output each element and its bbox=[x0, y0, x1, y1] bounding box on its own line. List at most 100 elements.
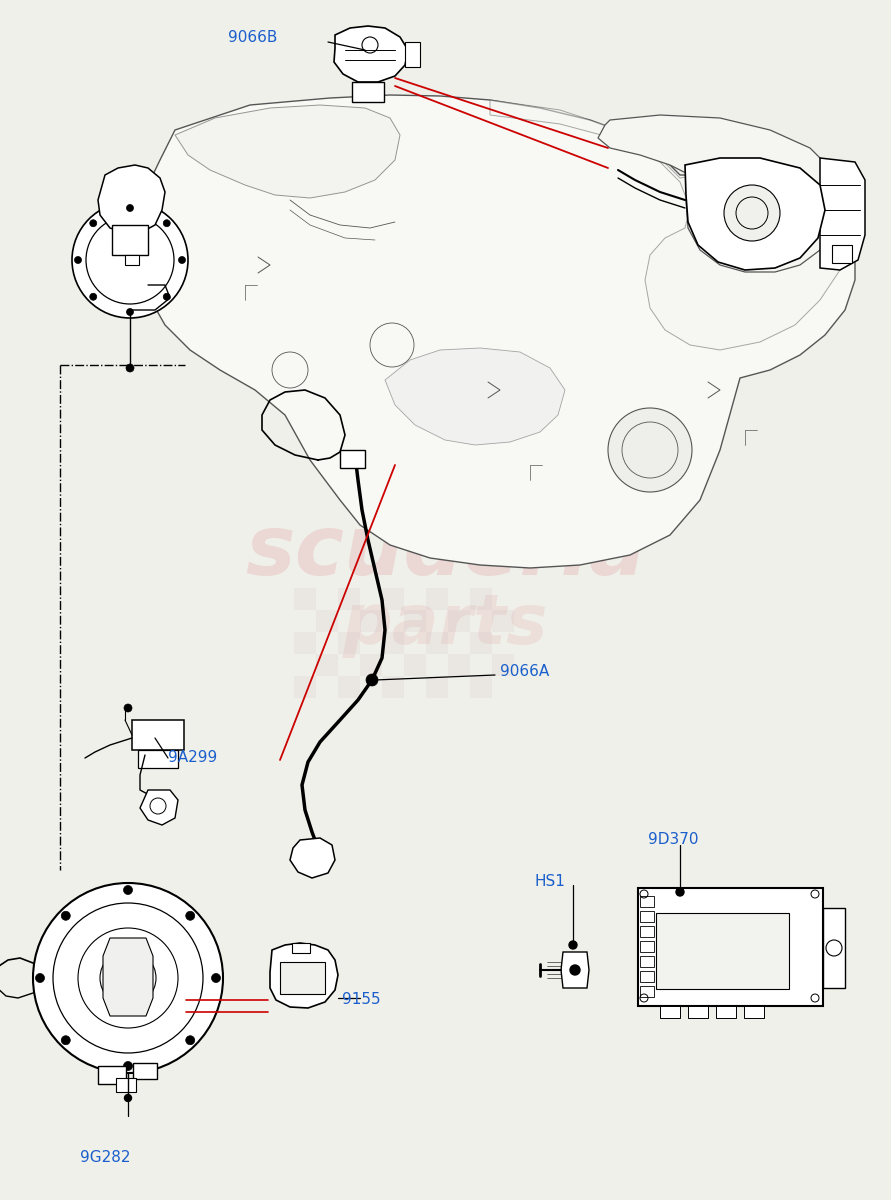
Bar bbox=[316, 654, 338, 676]
Bar bbox=[294, 588, 316, 610]
Polygon shape bbox=[140, 95, 855, 568]
Bar bbox=[426, 588, 448, 610]
Bar bbox=[338, 632, 360, 654]
Circle shape bbox=[211, 973, 220, 983]
Polygon shape bbox=[140, 790, 178, 826]
Circle shape bbox=[124, 704, 132, 712]
Bar bbox=[404, 610, 426, 632]
Bar bbox=[448, 654, 470, 676]
Polygon shape bbox=[334, 26, 408, 82]
Bar bbox=[492, 610, 514, 632]
Bar bbox=[125, 254, 139, 265]
Circle shape bbox=[124, 886, 133, 894]
Bar bbox=[640, 971, 654, 982]
Bar bbox=[640, 986, 654, 997]
Circle shape bbox=[61, 1036, 70, 1045]
Bar bbox=[404, 654, 426, 676]
Bar bbox=[470, 588, 492, 610]
Circle shape bbox=[724, 185, 780, 241]
Circle shape bbox=[570, 965, 580, 974]
Polygon shape bbox=[103, 938, 153, 1016]
Bar bbox=[138, 750, 178, 768]
Bar bbox=[640, 896, 654, 907]
Bar bbox=[640, 911, 654, 922]
Text: 9D370: 9D370 bbox=[648, 833, 699, 847]
Bar bbox=[338, 676, 360, 698]
Circle shape bbox=[127, 308, 134, 316]
Text: HS1: HS1 bbox=[535, 875, 566, 889]
Circle shape bbox=[72, 202, 188, 318]
Bar bbox=[492, 654, 514, 676]
Circle shape bbox=[178, 257, 185, 264]
Bar bbox=[116, 1078, 136, 1092]
Text: 9066B: 9066B bbox=[228, 30, 277, 46]
Circle shape bbox=[185, 1036, 195, 1045]
Polygon shape bbox=[561, 952, 589, 988]
Bar bbox=[660, 1006, 680, 1018]
Polygon shape bbox=[385, 348, 565, 445]
Circle shape bbox=[185, 911, 195, 920]
Circle shape bbox=[124, 1062, 133, 1070]
Text: 9G282: 9G282 bbox=[80, 1151, 130, 1165]
Text: 9155: 9155 bbox=[342, 992, 380, 1008]
Bar bbox=[823, 908, 845, 988]
Polygon shape bbox=[175, 104, 400, 198]
Circle shape bbox=[163, 220, 170, 227]
Bar bbox=[133, 1063, 157, 1079]
Bar bbox=[360, 654, 382, 676]
Circle shape bbox=[90, 293, 97, 300]
Bar bbox=[744, 1006, 764, 1018]
Bar bbox=[294, 632, 316, 654]
Bar bbox=[382, 676, 404, 698]
Circle shape bbox=[163, 293, 170, 300]
Circle shape bbox=[75, 257, 81, 264]
Bar bbox=[640, 956, 654, 967]
Bar bbox=[832, 245, 852, 263]
Circle shape bbox=[36, 973, 45, 983]
Bar bbox=[640, 926, 654, 937]
Polygon shape bbox=[270, 943, 338, 1008]
Circle shape bbox=[126, 364, 134, 372]
Bar bbox=[405, 42, 420, 67]
Bar bbox=[470, 676, 492, 698]
Bar bbox=[382, 588, 404, 610]
Bar bbox=[382, 632, 404, 654]
Polygon shape bbox=[490, 100, 848, 350]
Polygon shape bbox=[98, 164, 165, 233]
Bar bbox=[294, 676, 316, 698]
Bar bbox=[426, 632, 448, 654]
Polygon shape bbox=[290, 838, 335, 878]
Text: 9A299: 9A299 bbox=[168, 750, 217, 766]
Bar bbox=[448, 610, 470, 632]
Bar bbox=[352, 82, 384, 102]
Bar bbox=[638, 888, 823, 1006]
Circle shape bbox=[569, 941, 577, 949]
Bar bbox=[98, 1066, 126, 1084]
Circle shape bbox=[90, 220, 97, 227]
Bar bbox=[426, 676, 448, 698]
Bar bbox=[338, 588, 360, 610]
Circle shape bbox=[608, 408, 692, 492]
Bar bbox=[280, 962, 325, 994]
Bar bbox=[360, 610, 382, 632]
Circle shape bbox=[61, 911, 70, 920]
Bar bbox=[688, 1006, 708, 1018]
Circle shape bbox=[366, 674, 378, 686]
Bar bbox=[656, 913, 789, 989]
Bar bbox=[470, 632, 492, 654]
Circle shape bbox=[125, 1094, 132, 1102]
Bar bbox=[316, 610, 338, 632]
Text: scuderia: scuderia bbox=[245, 511, 646, 593]
Polygon shape bbox=[820, 158, 865, 270]
Bar bbox=[112, 226, 148, 254]
Bar bbox=[292, 943, 310, 953]
Bar bbox=[132, 720, 184, 750]
Bar bbox=[640, 941, 654, 952]
Text: 9066A: 9066A bbox=[500, 665, 549, 679]
Bar bbox=[340, 450, 365, 468]
Circle shape bbox=[676, 888, 684, 896]
Bar bbox=[716, 1006, 736, 1018]
Circle shape bbox=[33, 883, 223, 1073]
Polygon shape bbox=[598, 115, 835, 272]
Circle shape bbox=[127, 204, 134, 211]
